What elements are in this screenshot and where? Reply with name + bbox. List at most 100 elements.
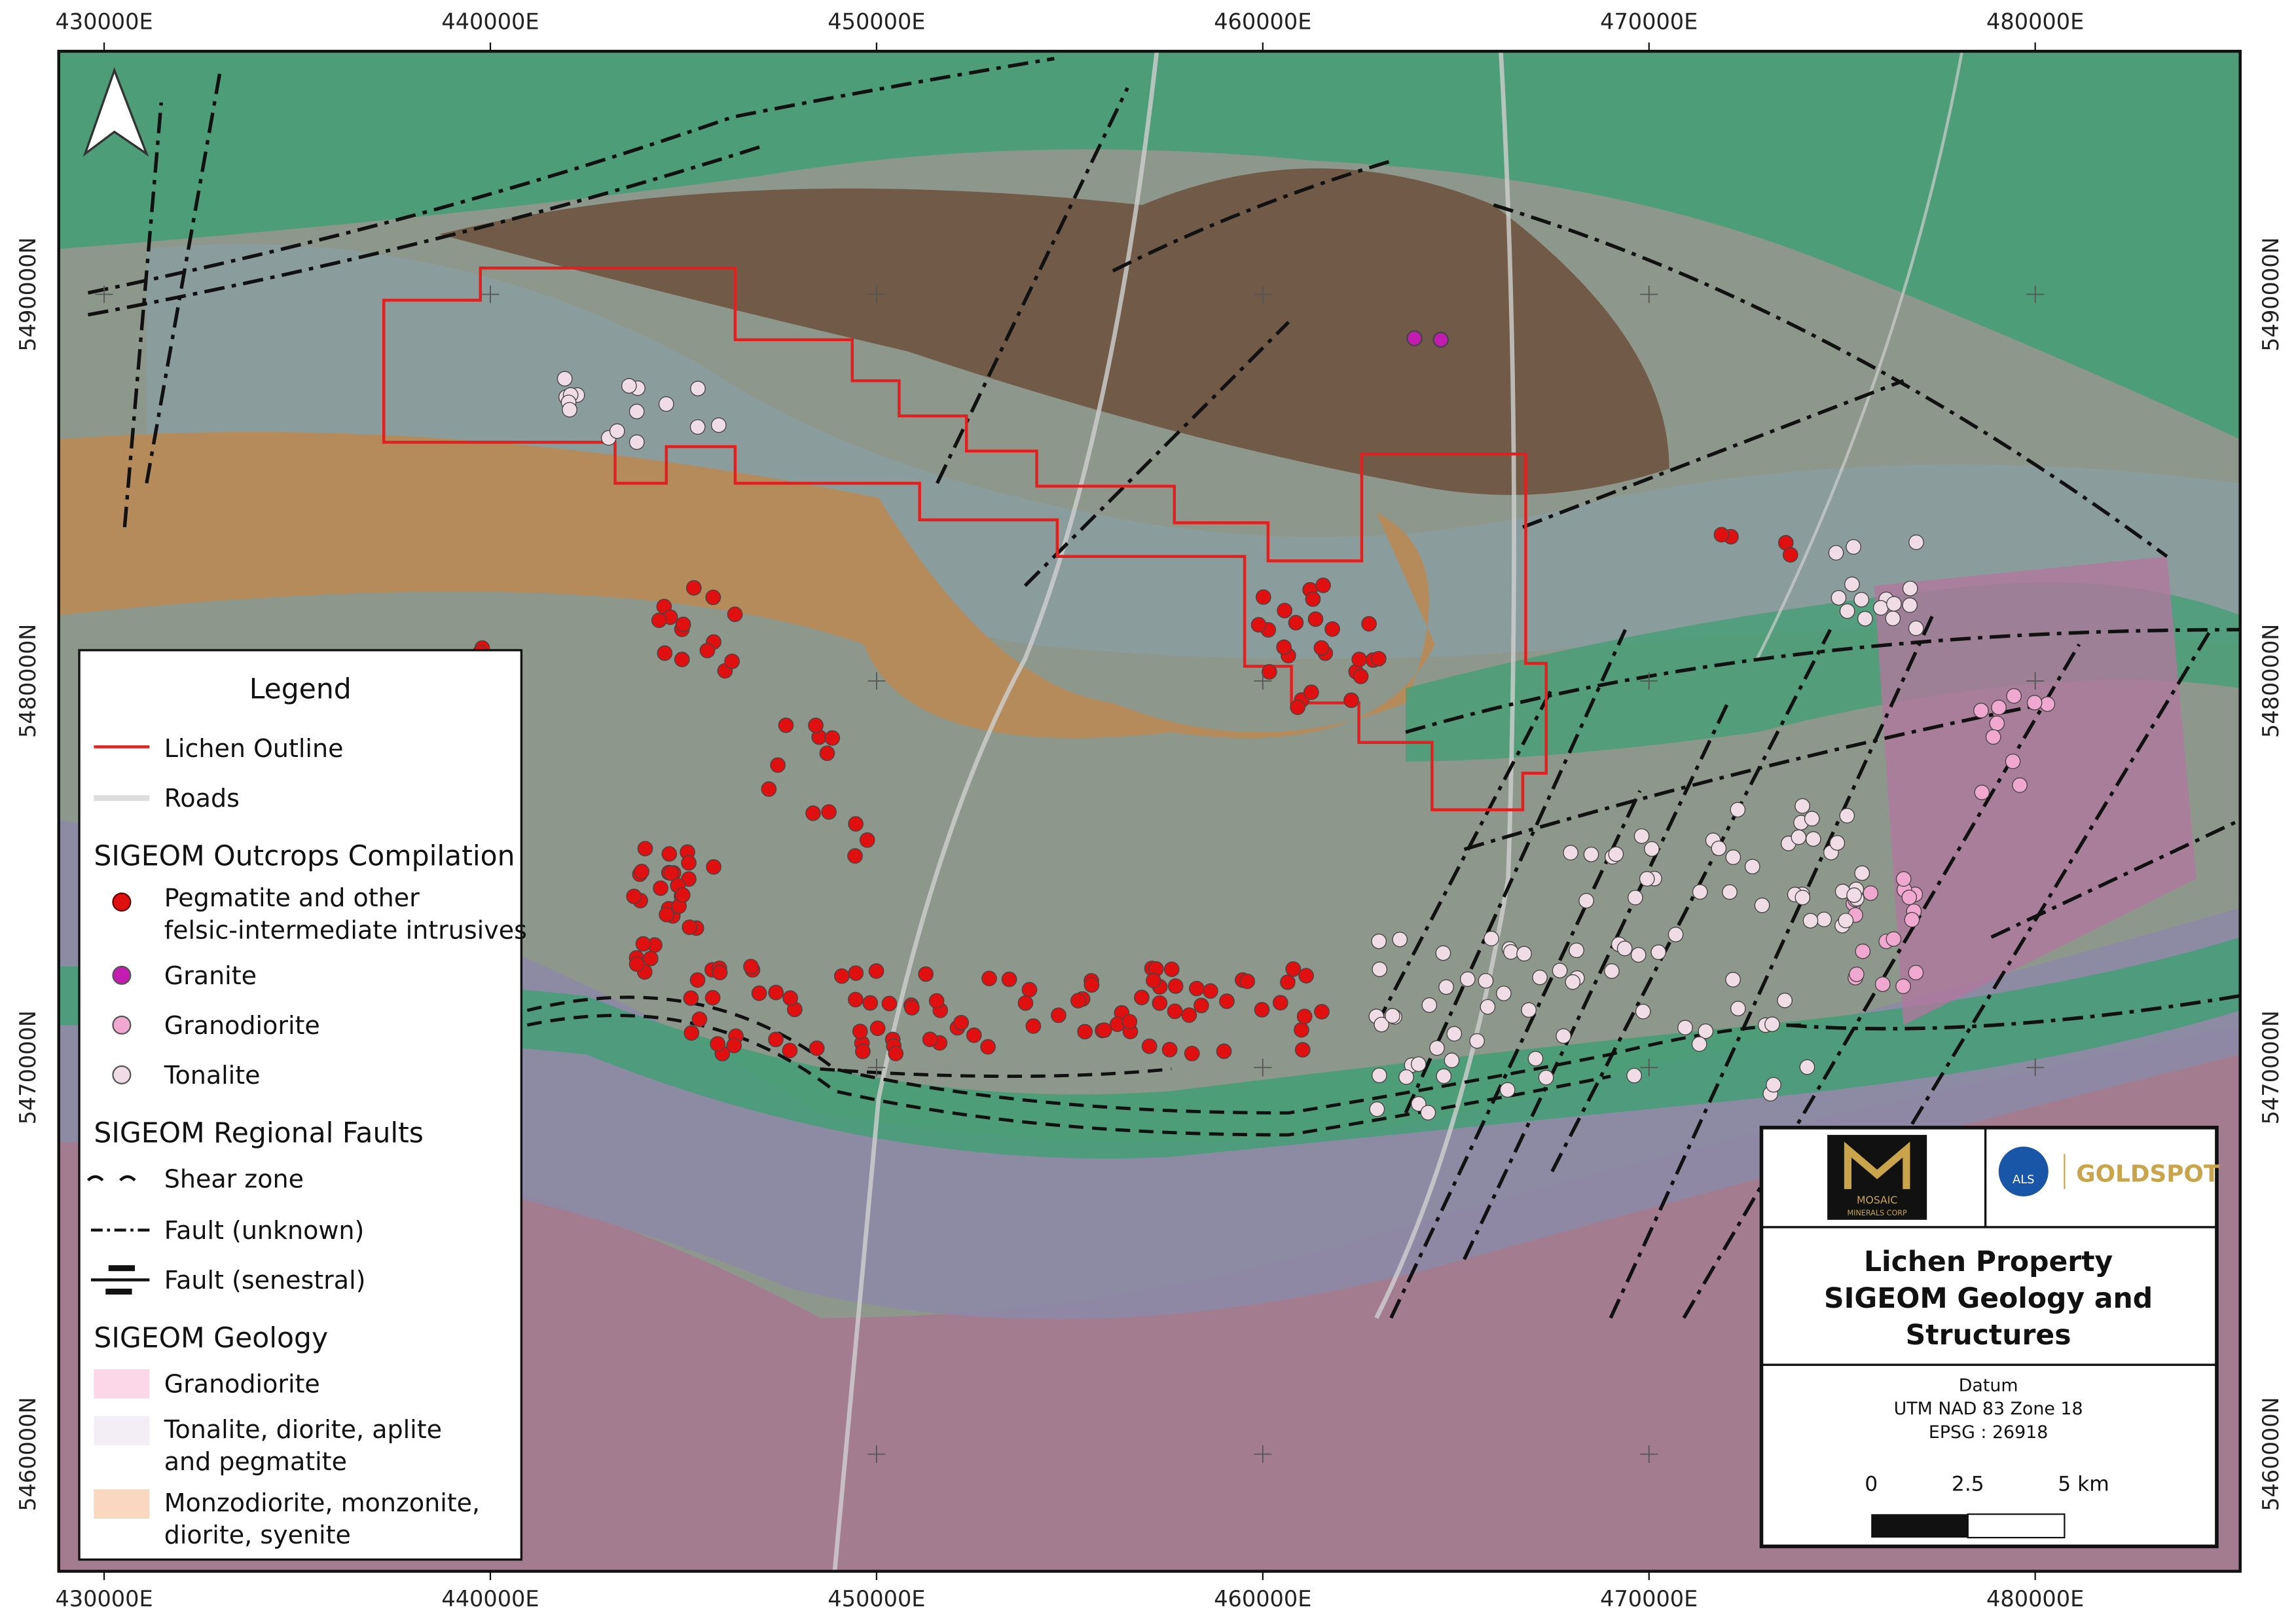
outcrop-point [1371, 933, 1387, 950]
title: Structures [1906, 1320, 2071, 1352]
outcrop-point [1096, 1022, 1112, 1038]
outcrop-point [626, 888, 642, 904]
outcrop-point [1795, 889, 1811, 906]
outcrop-point [1846, 887, 1862, 903]
x-coordinate-label: 460000E [1214, 9, 1311, 35]
outcrop-point [1782, 547, 1798, 563]
grid-cross [2026, 672, 2045, 690]
outcrop-point [1828, 545, 1844, 561]
outcrop-point [1989, 715, 2005, 731]
outcrop-point [834, 968, 850, 984]
outcrop-point [1141, 1038, 1157, 1054]
outcrop-point [1459, 971, 1476, 987]
outcrop-point [848, 816, 864, 832]
outcrop-point [1307, 611, 1324, 627]
outcrop-point [1219, 993, 1235, 1009]
outcrop-point [824, 730, 841, 746]
y-coordinate-label: 5470000N [15, 1010, 41, 1124]
y-coordinate-label: 5490000N [2258, 237, 2284, 351]
outcrop-point [1627, 889, 1643, 906]
outcrop-point [1849, 966, 1865, 982]
outcrop-point [1552, 963, 1568, 978]
y-coordinate-label: 5460000N [2258, 1397, 2284, 1511]
legend-item: Lichen Outline [164, 734, 344, 763]
lichen-outline [382, 266, 1548, 811]
logo-mark [1844, 1141, 1910, 1189]
outcrop-point [1239, 973, 1256, 989]
outcrop-point [743, 959, 759, 974]
outcrop-point [1285, 961, 1302, 977]
outcrop-point [1167, 1003, 1183, 1020]
outcrop-point [1886, 596, 1902, 612]
outcrop-point [1017, 995, 1034, 1011]
outcrop-point [1902, 597, 1918, 614]
outcrop-point [1895, 978, 1911, 995]
outcrop-point [855, 1043, 871, 1060]
outcrop-point [704, 989, 721, 1006]
outcrop-point [1635, 1003, 1651, 1020]
legend-box [78, 649, 523, 1561]
outcrop-point [1410, 1056, 1427, 1072]
outcrop-point [1974, 784, 1990, 800]
grid-cross [1254, 672, 1272, 690]
outcrop-point [847, 848, 863, 864]
outcrop-point [1791, 829, 1807, 845]
outcrop-point [1398, 1069, 1414, 1085]
outcrop-point [1303, 684, 1319, 701]
outcrop-point [1908, 534, 1924, 550]
outcrop-point [1563, 845, 1578, 861]
grid-cross [2026, 1058, 2045, 1077]
outcrop-point [1839, 807, 1855, 824]
datum: EPSG : 26918 [1929, 1422, 2048, 1443]
road [1755, 51, 1964, 660]
outcrop-point [1261, 664, 1277, 680]
outcrop-point [1280, 974, 1296, 990]
outcrop-point [1650, 944, 1667, 960]
legend: Legend Lichen Outline Roads SIGEOM Outcr… [78, 649, 527, 1561]
outcrop-point [651, 612, 667, 629]
outcrop-point [1805, 831, 1821, 847]
title: Lichen Property [1864, 1246, 2113, 1278]
outcrop-point [1478, 972, 1494, 989]
outcrop-point [710, 1036, 726, 1052]
outcrop-point [1421, 997, 1438, 1013]
outcrop-point [686, 580, 702, 596]
grid-cross [1254, 286, 1272, 303]
geology-monzodiorite [58, 432, 1435, 739]
outcrop-point [1025, 1018, 1042, 1034]
outcrop-point [643, 950, 659, 967]
outcrop-point [1290, 699, 1305, 715]
outcrop-point [1438, 979, 1454, 995]
map-body [58, 51, 2240, 1572]
outcrop-point [1351, 652, 1368, 667]
outcrop-point [1480, 999, 1496, 1015]
outcrop-point [1527, 1050, 1544, 1067]
outcrop-point [674, 887, 691, 903]
title-block: MOSAIC MINERALS CORP ALS GOLDSPOT Lichen… [1759, 1126, 2220, 1549]
outcrop-point [1730, 1001, 1746, 1016]
outcrop-point [1298, 968, 1314, 984]
outcrop-point [706, 859, 721, 875]
outcrop-point [724, 654, 740, 669]
faults [87, 56, 2240, 1319]
outcrop-point [1369, 1101, 1385, 1117]
outcrop-point [1902, 580, 1918, 597]
logo-mark [1998, 1146, 2049, 1197]
outcrop-point [1985, 729, 2001, 745]
outcrop-point [1569, 942, 1584, 959]
outcrop-point [1816, 912, 1832, 927]
outcrop-point [675, 616, 691, 633]
outcrop-point [953, 1014, 970, 1031]
outcrop-point [1886, 931, 1902, 947]
outcrop-point [1021, 982, 1038, 998]
outcrop-point [1353, 669, 1369, 684]
outcrop-point [1161, 1041, 1178, 1058]
outcrop-point [634, 864, 649, 879]
legend-swatch [105, 1265, 136, 1295]
coordinate-labels: 430000E 430000E 440000E 440000E 450000E 45000… [15, 9, 2284, 1612]
outcrop-point [1167, 978, 1184, 994]
outcrop-point [1853, 591, 1870, 608]
outcrop-point [1532, 969, 1548, 986]
x-coordinate-label: 440000E [441, 9, 539, 35]
grid-cross [1254, 1058, 1272, 1077]
